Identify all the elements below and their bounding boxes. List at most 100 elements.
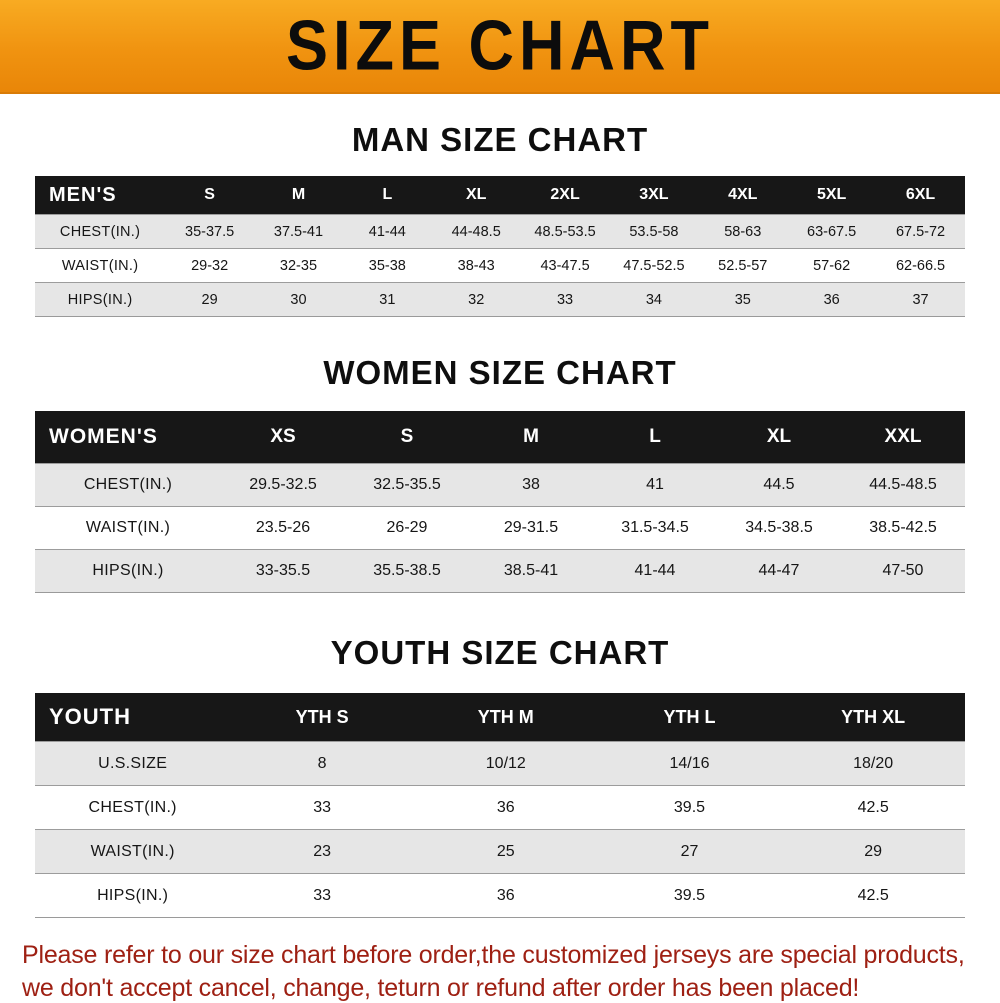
size-column-header: YTH M <box>414 693 598 742</box>
size-value: 18/20 <box>781 742 965 786</box>
size-value: 34 <box>609 283 698 317</box>
size-value: 53.5-58 <box>609 215 698 249</box>
row-label: CHEST(IN.) <box>35 786 230 830</box>
size-column-header: XL <box>432 176 521 215</box>
size-column-header: M <box>254 176 343 215</box>
size-value: 32-35 <box>254 249 343 283</box>
size-value: 38 <box>469 464 593 507</box>
size-column-header: 5XL <box>787 176 876 215</box>
size-value: 27 <box>598 830 782 874</box>
size-value: 67.5-72 <box>876 215 965 249</box>
size-value: 42.5 <box>781 786 965 830</box>
size-value: 32.5-35.5 <box>345 464 469 507</box>
banner-title: SIZE CHART <box>286 6 714 87</box>
size-value: 23 <box>230 830 414 874</box>
size-value: 31.5-34.5 <box>593 507 717 550</box>
size-value: 42.5 <box>781 874 965 918</box>
row-label: HIPS(IN.) <box>35 874 230 918</box>
size-value: 41-44 <box>343 215 432 249</box>
size-value: 38-43 <box>432 249 521 283</box>
row-label: CHEST(IN.) <box>35 464 221 507</box>
size-value: 32 <box>432 283 521 317</box>
size-value: 14/16 <box>598 742 782 786</box>
size-value: 33 <box>230 786 414 830</box>
size-value: 47-50 <box>841 550 965 593</box>
size-value: 30 <box>254 283 343 317</box>
size-value: 26-29 <box>345 507 469 550</box>
size-value: 33 <box>521 283 610 317</box>
row-label: CHEST(IN.) <box>35 215 165 249</box>
size-value: 43-47.5 <box>521 249 610 283</box>
size-value: 35.5-38.5 <box>345 550 469 593</box>
size-value: 29 <box>165 283 254 317</box>
size-column-header: 2XL <box>521 176 610 215</box>
size-column-header: XS <box>221 411 345 464</box>
size-column-header: S <box>345 411 469 464</box>
row-label: WAIST(IN.) <box>35 249 165 283</box>
youth-heading: YOUTH SIZE CHART <box>0 633 1000 673</box>
size-value: 58-63 <box>698 215 787 249</box>
row-label: HIPS(IN.) <box>35 550 221 593</box>
size-value: 37.5-41 <box>254 215 343 249</box>
size-value: 44.5-48.5 <box>841 464 965 507</box>
size-column-header: 3XL <box>609 176 698 215</box>
row-label: WAIST(IN.) <box>35 507 221 550</box>
size-value: 36 <box>414 874 598 918</box>
women-heading: WOMEN SIZE CHART <box>0 353 1000 393</box>
table-group-label: YOUTH <box>35 693 230 742</box>
size-value: 36 <box>414 786 598 830</box>
size-value: 38.5-42.5 <box>841 507 965 550</box>
size-value: 34.5-38.5 <box>717 507 841 550</box>
size-column-header: M <box>469 411 593 464</box>
size-value: 47.5-52.5 <box>609 249 698 283</box>
size-column-header: XL <box>717 411 841 464</box>
table-group-label: MEN'S <box>35 176 165 215</box>
size-value: 48.5-53.5 <box>521 215 610 249</box>
row-label: U.S.SIZE <box>35 742 230 786</box>
size-value: 41-44 <box>593 550 717 593</box>
size-value: 57-62 <box>787 249 876 283</box>
size-value: 52.5-57 <box>698 249 787 283</box>
size-value: 39.5 <box>598 786 782 830</box>
row-label: HIPS(IN.) <box>35 283 165 317</box>
size-value: 41 <box>593 464 717 507</box>
size-column-header: 4XL <box>698 176 787 215</box>
size-value: 38.5-41 <box>469 550 593 593</box>
size-value: 25 <box>414 830 598 874</box>
men-heading: MAN SIZE CHART <box>0 120 1000 160</box>
size-value: 36 <box>787 283 876 317</box>
size-column-header: L <box>593 411 717 464</box>
size-value: 23.5-26 <box>221 507 345 550</box>
size-value: 44-47 <box>717 550 841 593</box>
size-value: 63-67.5 <box>787 215 876 249</box>
row-label: WAIST(IN.) <box>35 830 230 874</box>
size-value: 29.5-32.5 <box>221 464 345 507</box>
notice-line-1: Please refer to our size chart before or… <box>22 940 978 971</box>
size-column-header: YTH XL <box>781 693 965 742</box>
size-value: 35-37.5 <box>165 215 254 249</box>
size-column-header: 6XL <box>876 176 965 215</box>
footer-notice: Please refer to our size chart before or… <box>0 940 1000 1003</box>
table-group-label: WOMEN'S <box>35 411 221 464</box>
banner: SIZE CHART <box>0 0 1000 94</box>
size-value: 8 <box>230 742 414 786</box>
size-value: 39.5 <box>598 874 782 918</box>
size-column-header: XXL <box>841 411 965 464</box>
size-value: 35-38 <box>343 249 432 283</box>
size-column-header: YTH S <box>230 693 414 742</box>
